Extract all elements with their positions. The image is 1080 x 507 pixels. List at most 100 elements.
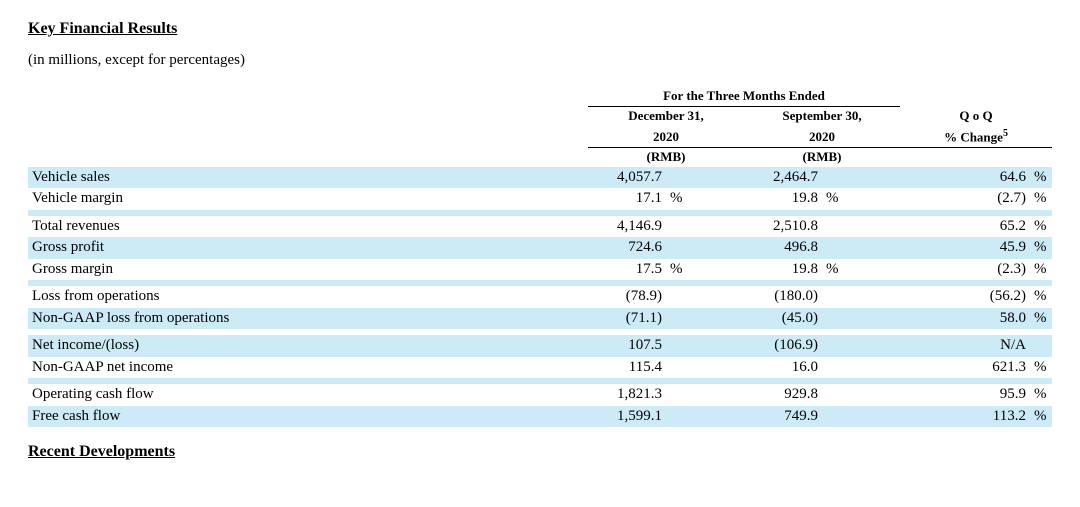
table-row: Net income/(loss)107.5 (106.9) N/A	[28, 335, 1052, 357]
table-row: Operating cash flow1,821.3 929.8 95.9%	[28, 384, 1052, 406]
cell-c2: 749.9	[744, 406, 822, 428]
row-label: Non-GAAP loss from operations	[28, 308, 588, 330]
cell-u1	[666, 286, 744, 308]
cell-u2: %	[822, 259, 900, 281]
cell-u2	[822, 286, 900, 308]
col3-footnote: 5	[1003, 128, 1008, 139]
col3-line1: Q o Q	[900, 106, 1052, 125]
cell-u1	[666, 335, 744, 357]
row-label: Non-GAAP net income	[28, 357, 588, 379]
cell-c1: 17.5	[588, 259, 666, 281]
cell-c1: (71.1)	[588, 308, 666, 330]
cell-c1: 4,057.7	[588, 167, 666, 189]
cell-u1	[666, 167, 744, 189]
cell-c2: 929.8	[744, 384, 822, 406]
cell-u3: %	[1030, 357, 1052, 379]
row-label: Net income/(loss)	[28, 335, 588, 357]
table-row: Gross margin17.5%19.8%(2.3)%	[28, 259, 1052, 281]
cell-c3: 65.2	[900, 216, 1030, 238]
table-row: Free cash flow1,599.1 749.9 113.2%	[28, 406, 1052, 428]
row-label: Vehicle margin	[28, 188, 588, 210]
cell-c1: 107.5	[588, 335, 666, 357]
cell-u1	[666, 216, 744, 238]
cell-c3: (56.2)	[900, 286, 1030, 308]
cell-c3: 113.2	[900, 406, 1030, 428]
row-label: Gross profit	[28, 237, 588, 259]
cell-u2	[822, 308, 900, 330]
cell-c3: 95.9	[900, 384, 1030, 406]
cell-c2: 2,510.8	[744, 216, 822, 238]
cell-c2: 19.8	[744, 259, 822, 281]
row-label: Total revenues	[28, 216, 588, 238]
col1-line1: December 31,	[588, 106, 744, 125]
cell-c3: (2.7)	[900, 188, 1030, 210]
cell-u1	[666, 406, 744, 428]
section-subtitle: (in millions, except for percentages)	[28, 52, 1052, 69]
cell-u3: %	[1030, 286, 1052, 308]
cell-c2: 496.8	[744, 237, 822, 259]
cell-c2: 2,464.7	[744, 167, 822, 189]
cell-u2	[822, 406, 900, 428]
col2-line3: (RMB)	[744, 148, 900, 167]
cell-u2	[822, 384, 900, 406]
row-label: Operating cash flow	[28, 384, 588, 406]
col2-line2: 2020	[744, 126, 900, 148]
cell-u3	[1030, 335, 1052, 357]
cell-u3: %	[1030, 259, 1052, 281]
cell-c2: 19.8	[744, 188, 822, 210]
table-row: Total revenues4,146.9 2,510.8 65.2%	[28, 216, 1052, 238]
table-row: Non-GAAP loss from operations(71.1) (45.0…	[28, 308, 1052, 330]
cell-u1: %	[666, 259, 744, 281]
cell-c3: 45.9	[900, 237, 1030, 259]
cell-u3: %	[1030, 167, 1052, 189]
cell-u2	[822, 167, 900, 189]
col1-line3: (RMB)	[588, 148, 744, 167]
row-label: Loss from operations	[28, 286, 588, 308]
cell-c2: (45.0)	[744, 308, 822, 330]
cell-c1: 1,599.1	[588, 406, 666, 428]
cell-c3: 64.6	[900, 167, 1030, 189]
cell-c1: 724.6	[588, 237, 666, 259]
cell-c3: 58.0	[900, 308, 1030, 330]
super-header: For the Three Months Ended	[588, 87, 900, 106]
table-row: Vehicle margin17.1%19.8%(2.7)%	[28, 188, 1052, 210]
cell-c2: (106.9)	[744, 335, 822, 357]
cell-u1	[666, 237, 744, 259]
row-label: Free cash flow	[28, 406, 588, 428]
cell-c3: 621.3	[900, 357, 1030, 379]
cell-u3: %	[1030, 384, 1052, 406]
cell-u3: %	[1030, 216, 1052, 238]
cell-c1: 115.4	[588, 357, 666, 379]
cell-c3: N/A	[900, 335, 1030, 357]
table-row: Vehicle sales4,057.72,464.764.6%	[28, 167, 1052, 189]
cell-c2: (180.0)	[744, 286, 822, 308]
section-title: Key Financial Results	[28, 20, 1052, 38]
cell-c1: (78.9)	[588, 286, 666, 308]
cell-u3: %	[1030, 308, 1052, 330]
col2-line1: September 30,	[744, 106, 900, 125]
cell-u2	[822, 357, 900, 379]
cell-c2: 16.0	[744, 357, 822, 379]
table-row: Non-GAAP net income115.4 16.0 621.3%	[28, 357, 1052, 379]
table-row: Gross profit724.6 496.8 45.9%	[28, 237, 1052, 259]
cell-u2	[822, 335, 900, 357]
cell-u2	[822, 216, 900, 238]
footer-heading: Recent Developments	[28, 443, 1052, 461]
col1-line2: 2020	[588, 126, 744, 148]
cell-u1	[666, 308, 744, 330]
cell-c3: (2.3)	[900, 259, 1030, 281]
cell-u2: %	[822, 188, 900, 210]
cell-u1: %	[666, 188, 744, 210]
cell-u2	[822, 237, 900, 259]
cell-u3: %	[1030, 406, 1052, 428]
cell-c1: 17.1	[588, 188, 666, 210]
row-label: Gross margin	[28, 259, 588, 281]
cell-c1: 4,146.9	[588, 216, 666, 238]
cell-c1: 1,821.3	[588, 384, 666, 406]
col3-line2: % Change5	[900, 126, 1052, 148]
cell-u3: %	[1030, 237, 1052, 259]
col3-line2-text: % Change	[944, 129, 1003, 144]
table-row: Loss from operations(78.9) (180.0) (56.2)%	[28, 286, 1052, 308]
financial-table: For the Three Months Ended December 31, …	[28, 87, 1052, 427]
cell-u3: %	[1030, 188, 1052, 210]
